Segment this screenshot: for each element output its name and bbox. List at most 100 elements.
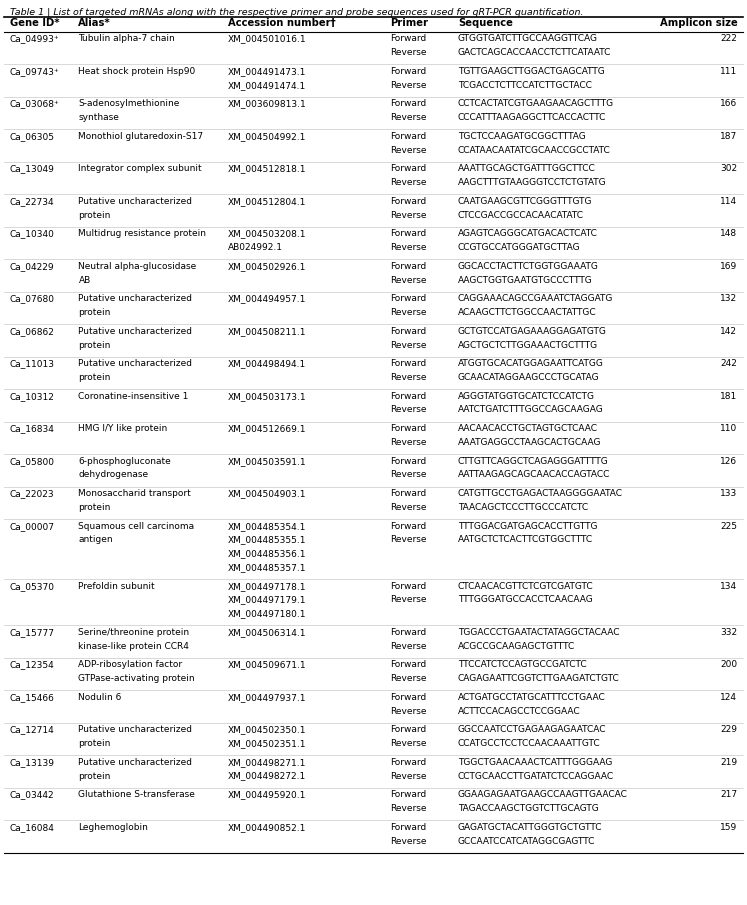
Text: TCGACCTCTTCCATCTTGCTACC: TCGACCTCTTCCATCTTGCTACC xyxy=(458,81,592,90)
Text: 142: 142 xyxy=(720,327,737,336)
Text: Ca_16834: Ca_16834 xyxy=(10,424,55,433)
Text: CCATAACAATATCGCAACCGCCTATC: CCATAACAATATCGCAACCGCCTATC xyxy=(458,146,610,155)
Text: HMG I/Y like protein: HMG I/Y like protein xyxy=(78,424,167,433)
Text: Forward: Forward xyxy=(390,725,427,734)
Text: Reverse: Reverse xyxy=(390,48,427,57)
Text: Reverse: Reverse xyxy=(390,438,427,447)
Text: Ca_15466: Ca_15466 xyxy=(10,693,55,702)
Text: CCATGCCTCCTCCAACAAATTGTC: CCATGCCTCCTCCAACAAATTGTC xyxy=(458,739,601,748)
Text: CAATGAAGCGTTCGGGTTTGTG: CAATGAAGCGTTCGGGTTTGTG xyxy=(458,197,592,205)
Text: Forward: Forward xyxy=(390,262,427,271)
Text: 217: 217 xyxy=(720,790,737,799)
Text: Reverse: Reverse xyxy=(390,373,427,382)
Text: GGCACCTACTTCTGGTGGAAATG: GGCACCTACTTCTGGTGGAAATG xyxy=(458,262,599,271)
Text: Reverse: Reverse xyxy=(390,211,427,220)
Text: dehydrogenase: dehydrogenase xyxy=(78,471,149,480)
Text: Monothiol glutaredoxin-S17: Monothiol glutaredoxin-S17 xyxy=(78,132,204,141)
Text: Ca_05370: Ca_05370 xyxy=(10,582,55,591)
Text: Reverse: Reverse xyxy=(390,772,427,781)
Text: XM_004502926.1: XM_004502926.1 xyxy=(228,262,306,271)
Text: XM_004498494.1: XM_004498494.1 xyxy=(228,359,306,368)
Text: 126: 126 xyxy=(720,457,737,466)
Text: CCGTGCCATGGGATGCTTAG: CCGTGCCATGGGATGCTTAG xyxy=(458,243,580,252)
Text: GACTCAGCACCAACCTCTTCATAATC: GACTCAGCACCAACCTCTTCATAATC xyxy=(458,48,611,57)
Text: CCCATTTAAGAGGCTTCACCACTTC: CCCATTTAAGAGGCTTCACCACTTC xyxy=(458,113,607,122)
Text: antigen: antigen xyxy=(78,536,113,545)
Text: XM_004485357.1: XM_004485357.1 xyxy=(228,563,306,572)
Text: Reverse: Reverse xyxy=(390,146,427,155)
Text: XM_004498271.1: XM_004498271.1 xyxy=(228,757,306,767)
Text: Ca_16084: Ca_16084 xyxy=(10,823,55,832)
Text: Leghemoglobin: Leghemoglobin xyxy=(78,823,149,832)
Text: AB024992.1: AB024992.1 xyxy=(228,243,283,252)
Text: CCTGCAACCTTGATATCTCCAGGAAC: CCTGCAACCTTGATATCTCCAGGAAC xyxy=(458,772,614,781)
Text: AGAGTCAGGGCATGACACTCATC: AGAGTCAGGGCATGACACTCATC xyxy=(458,229,598,238)
Text: Sequence: Sequence xyxy=(458,18,512,28)
Text: Monosaccharid transport: Monosaccharid transport xyxy=(78,490,191,498)
Text: ATGGTGCACATGGAGAATTCATGG: ATGGTGCACATGGAGAATTCATGG xyxy=(458,359,604,368)
Text: AAGCTGGTGAATGTGCCCTTTG: AAGCTGGTGAATGTGCCCTTTG xyxy=(458,276,592,284)
Text: ACGCCGCAAGAGCTGTTTC: ACGCCGCAAGAGCTGTTTC xyxy=(458,642,575,651)
Text: AATGCTCTCACTTCGTGGCTTTC: AATGCTCTCACTTCGTGGCTTTC xyxy=(458,536,593,545)
Text: Forward: Forward xyxy=(390,392,427,401)
Text: Ca_15777: Ca_15777 xyxy=(10,628,55,637)
Text: Reverse: Reverse xyxy=(390,595,427,605)
Text: GCTGTCCATGAGAAAGGAGATGTG: GCTGTCCATGAGAAAGGAGATGTG xyxy=(458,327,607,336)
Text: Forward: Forward xyxy=(390,490,427,498)
Text: Forward: Forward xyxy=(390,661,427,670)
Text: CCTCACTATCGTGAAGAACAGCTTTG: CCTCACTATCGTGAAGAACAGCTTTG xyxy=(458,100,614,109)
Text: Tubulin alpha-7 chain: Tubulin alpha-7 chain xyxy=(78,34,176,43)
Text: Reverse: Reverse xyxy=(390,308,427,317)
Text: protein: protein xyxy=(78,211,111,220)
Text: Ca_03068⁺: Ca_03068⁺ xyxy=(10,100,60,109)
Text: protein: protein xyxy=(78,503,111,512)
Text: Putative uncharacterized: Putative uncharacterized xyxy=(78,294,193,303)
Text: protein: protein xyxy=(78,739,111,748)
Text: Putative uncharacterized: Putative uncharacterized xyxy=(78,359,193,368)
Text: Ca_09743⁺: Ca_09743⁺ xyxy=(10,67,59,76)
Text: Ca_12714: Ca_12714 xyxy=(10,725,55,734)
Text: XM_004497937.1: XM_004497937.1 xyxy=(228,693,306,702)
Text: Ca_04229: Ca_04229 xyxy=(10,262,55,271)
Text: AAATGAGGCCTAAGCACTGCAAG: AAATGAGGCCTAAGCACTGCAAG xyxy=(458,438,601,447)
Text: Reverse: Reverse xyxy=(390,276,427,284)
Text: Ca_00007: Ca_00007 xyxy=(10,521,55,530)
Text: 169: 169 xyxy=(720,262,737,271)
Text: 110: 110 xyxy=(720,424,737,433)
Text: 134: 134 xyxy=(720,582,737,591)
Text: AACAACACCTGCTAGTGCTCAAC: AACAACACCTGCTAGTGCTCAAC xyxy=(458,424,598,433)
Text: CTCAACACGTTCTCGTCGATGTC: CTCAACACGTTCTCGTCGATGTC xyxy=(458,582,594,591)
Text: Forward: Forward xyxy=(390,424,427,433)
Text: 225: 225 xyxy=(720,521,737,530)
Text: XM_004497178.1: XM_004497178.1 xyxy=(228,582,306,591)
Text: kinase-like protein CCR4: kinase-like protein CCR4 xyxy=(78,642,189,651)
Text: AGGGTATGGTGCATCTCCATCTG: AGGGTATGGTGCATCTCCATCTG xyxy=(458,392,595,401)
Text: XM_004497180.1: XM_004497180.1 xyxy=(228,609,306,618)
Text: XM_004508211.1: XM_004508211.1 xyxy=(228,327,306,336)
Text: Ca_06305: Ca_06305 xyxy=(10,132,55,141)
Text: Neutral alpha-glucosidase: Neutral alpha-glucosidase xyxy=(78,262,196,271)
Text: Ca_12354: Ca_12354 xyxy=(10,661,55,670)
Text: Forward: Forward xyxy=(390,197,427,205)
Text: CATGTTGCCTGAGACTAAGGGGAATAC: CATGTTGCCTGAGACTAAGGGGAATAC xyxy=(458,490,623,498)
Text: CTTGTTCAGGCTCAGAGGGATTTTG: CTTGTTCAGGCTCAGAGGGATTTTG xyxy=(458,457,609,466)
Text: Reverse: Reverse xyxy=(390,674,427,683)
Text: ACTGATGCCTATGCATTTCCTGAAC: ACTGATGCCTATGCATTTCCTGAAC xyxy=(458,693,606,702)
Text: GTPase-activating protein: GTPase-activating protein xyxy=(78,674,195,683)
Text: Forward: Forward xyxy=(390,582,427,591)
Text: GGAAGAGAATGAAGCCAAGTTGAACAC: GGAAGAGAATGAAGCCAAGTTGAACAC xyxy=(458,790,627,799)
Text: 114: 114 xyxy=(720,197,737,205)
Text: XM_004506314.1: XM_004506314.1 xyxy=(228,628,306,637)
Text: Forward: Forward xyxy=(390,165,427,174)
Text: Putative uncharacterized: Putative uncharacterized xyxy=(78,725,193,734)
Text: 219: 219 xyxy=(720,757,737,767)
Text: XM_004503591.1: XM_004503591.1 xyxy=(228,457,306,466)
Text: Ca_04993⁺: Ca_04993⁺ xyxy=(10,34,59,43)
Text: Forward: Forward xyxy=(390,521,427,530)
Text: XM_004512669.1: XM_004512669.1 xyxy=(228,424,306,433)
Text: AB: AB xyxy=(78,276,90,284)
Text: XM_004501016.1: XM_004501016.1 xyxy=(228,34,306,43)
Text: protein: protein xyxy=(78,308,111,317)
Text: Glutathione S-transferase: Glutathione S-transferase xyxy=(78,790,195,799)
Text: Ca_03442: Ca_03442 xyxy=(10,790,55,799)
